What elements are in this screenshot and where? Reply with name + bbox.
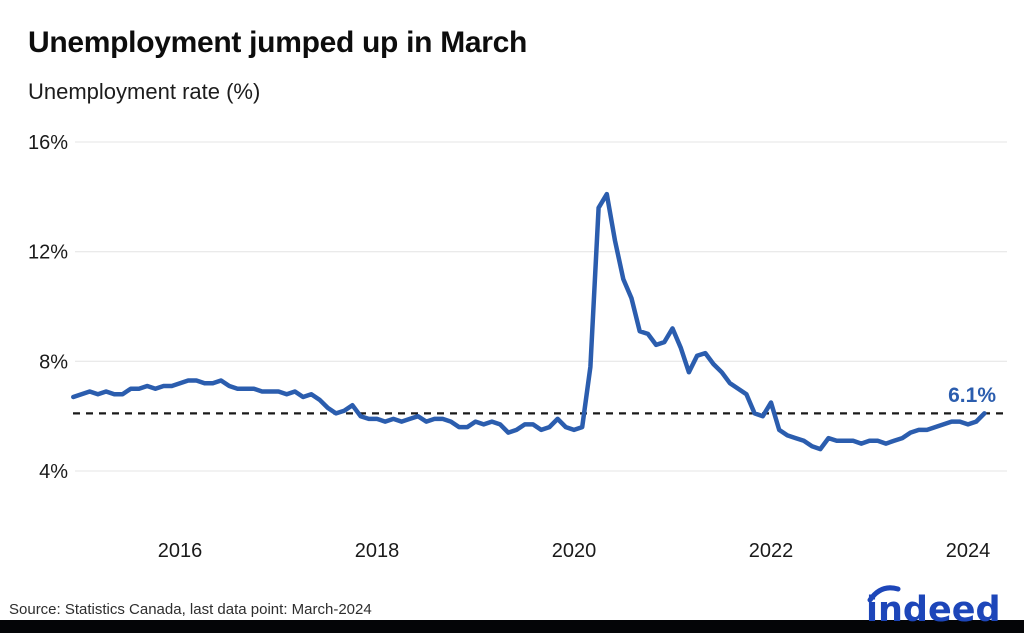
indeed-logo: indeed [866,585,1001,626]
indeed-logo-text: indeed [866,590,1001,626]
y-tick-label: 12% [28,242,68,264]
y-tick-label: 16% [28,132,68,154]
x-tick-label: 2022 [749,540,794,562]
y-tick-label: 8% [39,351,68,373]
chart-subtitle: Unemployment rate (%) [28,79,261,104]
latest-value-annotation: 6.1% [948,384,996,407]
indeed-logo-flourish-icon [867,585,901,603]
x-tick-label: 2016 [158,540,203,562]
source-note: Source: Statistics Canada, last data poi… [9,601,372,618]
x-tick-label: 2020 [552,540,597,562]
x-tick-label: 2018 [355,540,400,562]
y-tick-label: 4% [39,461,68,483]
x-tick-label: 2024 [946,540,991,562]
unemployment-line [71,191,987,452]
chart-title: Unemployment jumped up in March [28,26,528,59]
footer-bar [0,620,1024,633]
